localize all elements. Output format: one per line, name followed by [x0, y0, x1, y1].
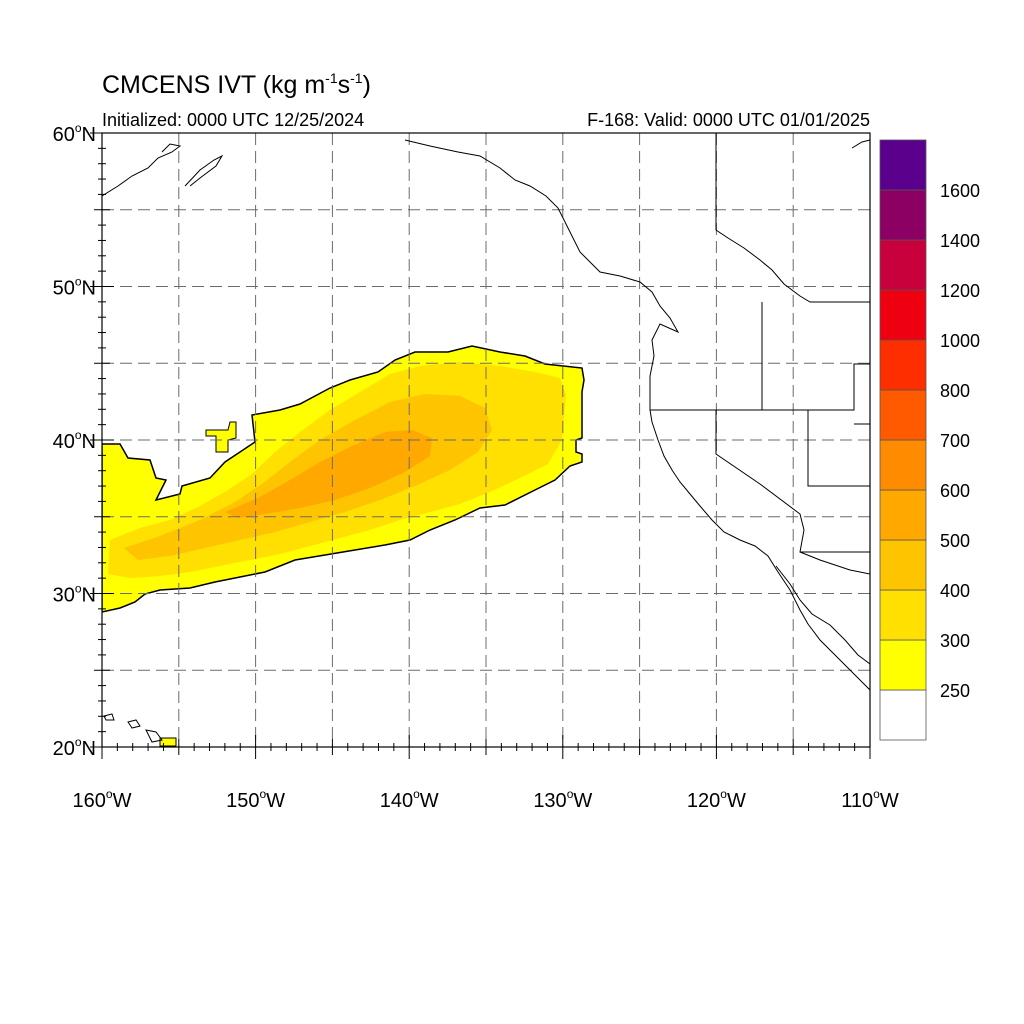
lat-labels: 60oN 50oN 40oN 30oN 20oN: [53, 121, 96, 760]
colorbar-label-400: 400: [940, 581, 970, 601]
colorbar-label-1600: 1600: [940, 181, 980, 201]
lat-label-40: 40oN: [53, 428, 96, 453]
ivt-shading: [102, 345, 585, 747]
colorbar-box: [879, 189, 927, 241]
lon-label-160: 160oW: [73, 787, 132, 812]
colorbar-label-500: 500: [940, 531, 970, 551]
lon-label-140: 140oW: [380, 787, 439, 812]
colorbar-box: [879, 639, 927, 691]
lon-label-150: 150oW: [226, 787, 285, 812]
colorbar-box: [879, 489, 927, 541]
ivt-region-500: [225, 430, 432, 518]
map-ticks: [90, 132, 871, 759]
colorbar-box: [879, 539, 927, 591]
colorbar-label-700: 700: [940, 431, 970, 451]
lon-label-120: 120oW: [687, 787, 746, 812]
lon-label-130: 130oW: [533, 787, 592, 812]
colorbar-box: [879, 239, 927, 291]
colorbar-label-600: 600: [940, 481, 970, 501]
colorbar-label-1200: 1200: [940, 281, 980, 301]
map-gridlines: [102, 133, 870, 747]
colorbar: 250 300 400 500 600 700 800 1000 1200 1400 1600: [879, 139, 980, 741]
lat-label-60: 60oN: [53, 121, 96, 146]
colorbar-box: [879, 289, 927, 341]
ivt-region-250-c: [159, 737, 177, 747]
colorbar-label-250: 250: [940, 681, 970, 701]
colorbar-box: [879, 439, 927, 491]
valid-time-label: F-168: Valid: 0000 UTC 01/01/2025: [587, 110, 870, 130]
colorbar-box: [879, 389, 927, 441]
colorbar-label-1400: 1400: [940, 231, 980, 251]
lon-labels: 160oW 150oW 140oW 130oW 120oW 110oW: [73, 787, 899, 812]
colorbar-label-800: 800: [940, 381, 970, 401]
lat-label-30: 30oN: [53, 582, 96, 607]
map-frame: [101, 132, 871, 748]
colorbar-box: [879, 339, 927, 391]
lon-label-110: 110oW: [841, 787, 899, 812]
ivt-region-250-b: [205, 421, 237, 453]
colorbar-box: [879, 589, 927, 641]
lat-label-50: 50oN: [53, 275, 96, 300]
lat-label-20: 20oN: [53, 735, 96, 760]
coastlines: [102, 133, 870, 743]
colorbar-label-300: 300: [940, 631, 970, 651]
colorbar-box: [879, 689, 927, 741]
colorbar-box: [879, 139, 927, 191]
map-title: CMCENS IVT (kg m-1s-1): [102, 70, 371, 99]
initialized-label: Initialized: 0000 UTC 12/25/2024: [102, 110, 365, 130]
colorbar-label-1000: 1000: [940, 331, 980, 351]
